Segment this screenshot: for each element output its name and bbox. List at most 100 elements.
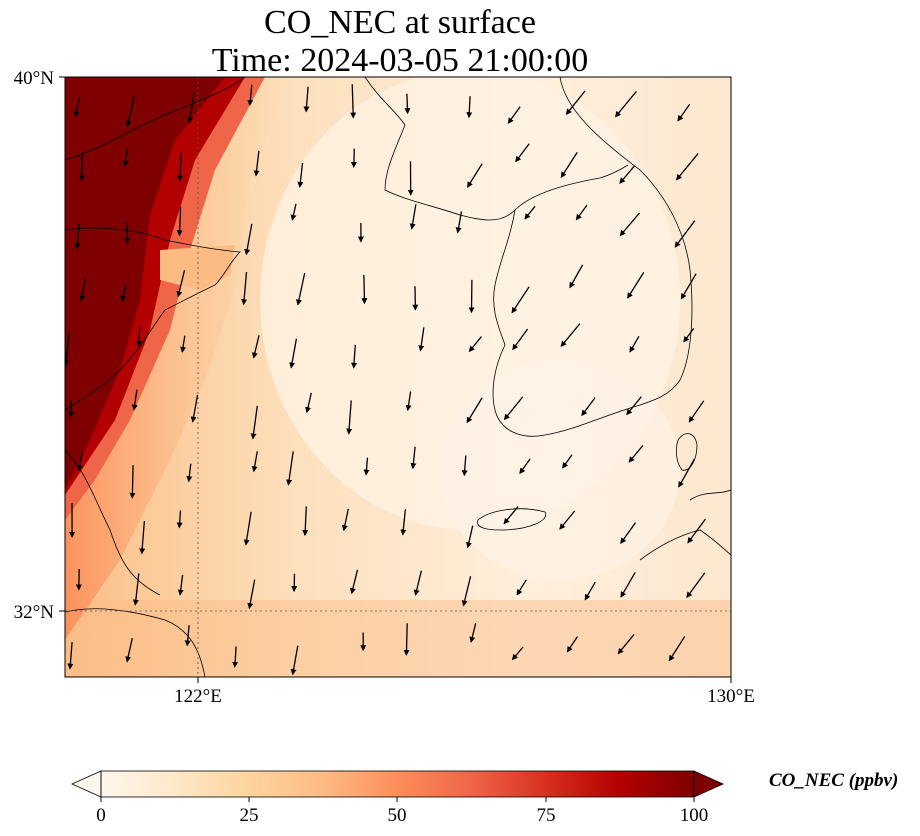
wind-vector-arrow	[120, 283, 127, 302]
colorbar: 0 25 50 75 100	[71, 770, 724, 826]
wind-vector-arrow	[562, 454, 573, 469]
wind-vector-arrow	[232, 646, 239, 668]
wind-vector-arrow	[413, 570, 423, 596]
wind-vector-arrow	[251, 335, 260, 359]
wind-vector-arrow	[404, 93, 411, 115]
wind-vector-arrow	[519, 458, 531, 475]
wind-vector-arrow	[675, 153, 699, 181]
wind-vector-arrow	[190, 394, 199, 423]
wind-vector-arrow	[619, 165, 635, 184]
wind-vector-arrow	[180, 335, 187, 353]
wind-vector-arrow	[184, 625, 191, 647]
wind-vector-arrow	[617, 633, 635, 655]
colorbar-gradient	[101, 771, 694, 797]
wind-vector-arrow	[627, 272, 645, 299]
wind-vector-arrow	[187, 92, 195, 124]
wind-vector-arrow	[614, 90, 637, 118]
wind-vector-arrow	[467, 163, 483, 188]
liaoning-coast	[364, 77, 516, 221]
wind-vector-arrow	[132, 573, 140, 606]
wind-vector-arrow	[253, 150, 260, 177]
colorbar-tick-label-0: 0	[96, 805, 106, 826]
map-title-line-2: Time: 2024-03-05 21:00:00	[211, 42, 589, 79]
colorbar-extend-min	[71, 770, 102, 798]
wind-vector-arrow	[511, 286, 530, 314]
map-frame	[64, 76, 732, 678]
wind-vector-arrow	[512, 328, 529, 351]
wind-vector-arrow	[351, 344, 358, 369]
wind-vector-arrow	[461, 576, 472, 607]
wind-vector-arrow	[186, 463, 193, 483]
plume-core-zone	[65, 77, 225, 490]
wind-vector-arrow	[581, 397, 596, 417]
wind-vector-arrow	[405, 391, 412, 412]
coastlines	[65, 77, 731, 677]
map-title-line-1: CO_NEC at surface	[264, 4, 536, 41]
wind-vector-arrow	[466, 96, 473, 119]
liaodong-coast	[65, 77, 246, 161]
wind-vector-arrow	[469, 623, 477, 643]
wind-vector-arrow	[176, 206, 183, 237]
wind-vector-arrow	[74, 223, 81, 250]
wind-vector-arrow	[244, 223, 253, 256]
wind-vector-arrow	[680, 273, 697, 300]
wind-vector-arrow	[243, 511, 252, 546]
shandong-tip-light-patch	[160, 245, 235, 290]
wind-vector-arrow	[247, 84, 254, 106]
wind-vector-arrow	[350, 84, 357, 119]
wind-vector-arrow	[305, 392, 312, 414]
wind-vector-arrow	[79, 152, 86, 182]
wind-vector-arrow	[122, 148, 129, 167]
wind-vector-arrow	[466, 397, 483, 424]
wind-vector-arrow	[303, 86, 310, 113]
colorbar-tick-label-25: 25	[240, 805, 259, 826]
wind-vector-arrow	[302, 506, 309, 537]
wind-vector-arrow	[560, 323, 581, 347]
wind-vector-arrow	[688, 400, 705, 423]
wind-vector-arrow	[176, 270, 186, 298]
wind-vector-arrow	[626, 396, 642, 416]
yalu-river-border	[514, 164, 629, 211]
wind-vector-arrow	[250, 405, 258, 440]
wind-vector-arrow	[350, 148, 357, 168]
wind-vector-arrow	[79, 278, 86, 302]
wind-vector-arrow	[560, 152, 578, 178]
wind-vector-arrow	[687, 518, 706, 544]
colorbar-tick-label-50: 50	[388, 805, 407, 826]
wind-vector-arrow	[361, 274, 368, 305]
wind-vector-arrow	[400, 509, 407, 536]
jeju-island	[477, 508, 547, 531]
wind-vector-arrow	[247, 579, 256, 610]
wind-vector-arrow	[403, 623, 410, 656]
wind-vector-arrow	[297, 163, 304, 188]
wind-vector-arrow	[619, 212, 640, 237]
warm-bottom-band	[65, 600, 731, 677]
wind-vector-arrow	[516, 579, 527, 596]
wind-vector-arrow	[346, 400, 353, 435]
wind-vector-arrow	[409, 204, 417, 230]
wind-vector-arrow	[73, 96, 81, 118]
wind-vector-arrow	[677, 103, 691, 122]
wind-vector-arrow	[683, 328, 695, 343]
kyushu-coast-north	[689, 489, 731, 501]
wind-vector-arrow	[465, 525, 474, 549]
map-panel	[65, 77, 731, 677]
wind-vectors	[65, 84, 706, 676]
wind-vector-arrow	[678, 458, 695, 488]
wind-vector-arrow	[629, 335, 640, 353]
shandong-coast	[65, 227, 241, 411]
wind-vector-arrow	[290, 645, 299, 676]
wind-vector-arrow	[410, 446, 417, 470]
wind-vector-arrow	[131, 389, 138, 411]
wind-vector-arrow	[524, 205, 536, 220]
wind-vector-arrow	[468, 336, 483, 353]
wind-vector-arrow	[503, 506, 519, 525]
wind-vector-arrow	[251, 451, 258, 473]
wind-vector-arrow	[507, 106, 521, 124]
wind-vector-arrow	[418, 327, 425, 352]
wind-vector-arrow	[569, 264, 584, 289]
wind-vector-arrow	[620, 522, 637, 545]
wind-vector-arrow	[363, 457, 370, 476]
wind-vector-arrow	[559, 510, 576, 530]
lat-tick-label-40n: 40°N	[14, 68, 55, 89]
